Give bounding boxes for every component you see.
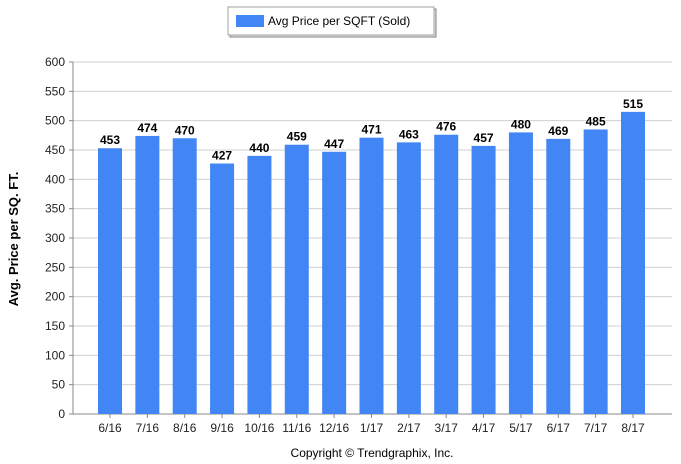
x-tick-label: 7/17 xyxy=(584,421,608,435)
data-labels: 453 474 470 427 440 459 447 471 463 476 457 480 469 4… xyxy=(100,97,643,163)
y-tick-label: 200 xyxy=(45,290,65,304)
y-tick-label: 300 xyxy=(45,231,65,245)
y-tick-label: 350 xyxy=(45,202,65,216)
data-label: 459 xyxy=(287,130,307,144)
bars xyxy=(98,111,645,415)
x-tick-label: 1/17 xyxy=(360,421,384,435)
y-tick-label: 150 xyxy=(45,319,65,333)
bar xyxy=(210,163,235,414)
data-label: 427 xyxy=(212,148,232,162)
legend-label: Avg Price per SQFT (Sold) xyxy=(268,14,410,28)
data-label: 474 xyxy=(137,121,157,135)
x-axis-ticks: 6/16 7/16 8/16 9/16 10/16 11/16 12/16 1/17 2/17 3… xyxy=(98,414,645,435)
y-axis-title: Avg. Price per SQ. FT. xyxy=(6,172,21,307)
bar xyxy=(172,138,197,414)
data-label: 485 xyxy=(586,114,606,128)
copyright-footer: Copyright © Trendgraphix, Inc. xyxy=(291,446,454,460)
x-tick-label: 11/16 xyxy=(282,421,311,435)
y-tick-label: 400 xyxy=(45,172,65,186)
bar xyxy=(621,111,645,414)
bar xyxy=(471,145,496,415)
x-tick-label: 5/17 xyxy=(509,421,533,435)
bar xyxy=(359,137,384,414)
legend-swatch xyxy=(236,15,264,27)
y-tick-label: 250 xyxy=(45,260,65,274)
y-tick-label: 0 xyxy=(58,407,65,421)
x-tick-label: 6/17 xyxy=(547,421,571,435)
data-label: 480 xyxy=(511,117,531,131)
data-label: 463 xyxy=(399,127,419,141)
data-label: 440 xyxy=(249,141,269,155)
legend: Avg Price per SQFT (Sold) xyxy=(227,6,437,38)
data-label: 447 xyxy=(324,137,344,151)
y-tick-label: 50 xyxy=(52,378,66,392)
bar xyxy=(98,148,122,415)
bar xyxy=(434,134,459,414)
x-tick-label: 12/16 xyxy=(319,421,349,435)
bar xyxy=(396,142,421,414)
y-axis-ticks: 0 50 100 150 200 250 300 350 400 450 500 550 600 xyxy=(45,55,73,421)
data-label: 470 xyxy=(175,123,195,137)
y-tick-label: 100 xyxy=(45,348,65,362)
x-tick-label: 10/16 xyxy=(244,421,274,435)
x-tick-label: 2/17 xyxy=(397,421,421,435)
bar xyxy=(546,138,571,414)
x-tick-label: 8/17 xyxy=(621,421,645,435)
y-tick-label: 550 xyxy=(45,84,65,98)
x-tick-label: 6/16 xyxy=(98,421,122,435)
y-tick-label: 500 xyxy=(45,114,65,128)
data-label: 471 xyxy=(361,123,381,137)
x-tick-label: 3/17 xyxy=(435,421,459,435)
data-label: 476 xyxy=(436,120,456,134)
data-label: 453 xyxy=(100,133,120,147)
x-tick-label: 8/16 xyxy=(173,421,197,435)
bar xyxy=(322,151,347,414)
bar xyxy=(583,129,608,414)
x-tick-label: 9/16 xyxy=(210,421,234,435)
bar xyxy=(284,144,309,414)
bar xyxy=(135,135,160,415)
data-label: 457 xyxy=(474,131,494,145)
y-tick-label: 600 xyxy=(45,55,65,69)
y-tick-label: 450 xyxy=(45,143,65,157)
x-tick-label: 7/16 xyxy=(136,421,160,435)
data-label: 469 xyxy=(548,124,568,138)
data-label: 515 xyxy=(623,97,643,111)
x-tick-label: 4/17 xyxy=(472,421,496,435)
bar xyxy=(247,155,272,414)
bar xyxy=(508,132,533,414)
